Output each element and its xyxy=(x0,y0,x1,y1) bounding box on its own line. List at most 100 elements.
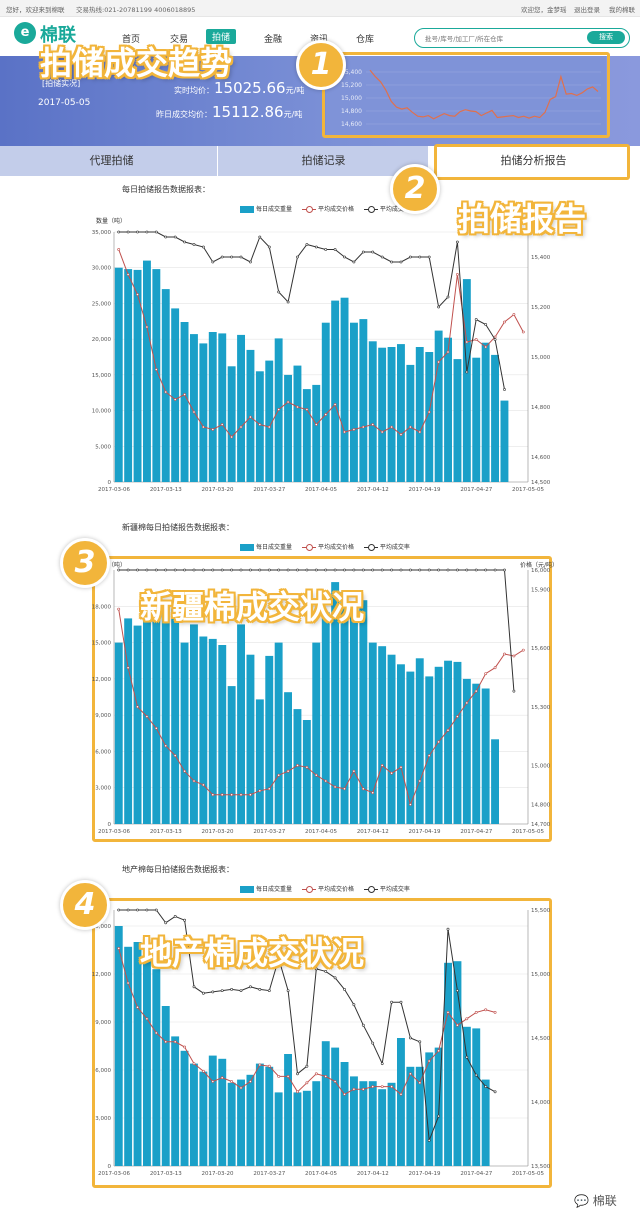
rate-point xyxy=(399,1000,403,1004)
bar xyxy=(425,352,434,482)
bar xyxy=(406,364,415,482)
x-tick-label: 2017-04-19 xyxy=(409,1171,441,1177)
yesterday-price: 昨日成交均价：15112.86元/吨 xyxy=(156,102,302,121)
bar xyxy=(500,400,509,482)
nav-item-finance[interactable]: 金融 xyxy=(264,35,283,45)
user-link[interactable]: 欢迎您，金梦瑶 xyxy=(521,6,567,14)
price-point xyxy=(399,1092,403,1096)
logout-link[interactable]: 退出登录 xyxy=(574,6,600,14)
x-tick-label: 2017-03-06 xyxy=(98,487,130,493)
mini-trend-chart: 15,400 15,200 15,000 14,800 14,600 xyxy=(326,56,606,136)
rate-point xyxy=(296,1072,299,1076)
my-account-link[interactable]: 我的棉联 xyxy=(609,6,635,14)
nav-item-home[interactable]: 首页 xyxy=(122,35,141,45)
rate-point xyxy=(446,568,450,572)
rate-point xyxy=(248,260,252,264)
price-point xyxy=(352,769,356,773)
bar xyxy=(453,961,462,1166)
bar xyxy=(444,337,452,482)
rate-point xyxy=(399,260,403,264)
mini-chart-bg xyxy=(326,56,606,136)
rate-point xyxy=(277,290,281,294)
rate-point xyxy=(446,927,450,931)
bar xyxy=(472,683,481,824)
price-point xyxy=(390,771,394,775)
price-point xyxy=(286,1074,290,1078)
price-point xyxy=(324,1074,328,1078)
bar xyxy=(255,1063,264,1166)
rate-point xyxy=(418,568,422,572)
search-input[interactable] xyxy=(423,31,577,46)
bar xyxy=(293,1092,302,1166)
price-point xyxy=(408,803,412,806)
bar xyxy=(462,279,471,482)
bar xyxy=(124,269,133,482)
price-point xyxy=(202,1069,205,1073)
price-point xyxy=(258,789,262,793)
rate-point xyxy=(192,985,196,989)
tab-analysis-report[interactable]: 拍储分析报告 xyxy=(428,146,640,176)
bar xyxy=(133,269,142,482)
bar xyxy=(227,686,236,824)
nav-item-auction[interactable]: 拍储 xyxy=(206,29,237,44)
bar xyxy=(415,347,424,482)
search-button[interactable]: 搜索 xyxy=(587,31,625,44)
brand-name[interactable]: 棉联 xyxy=(40,25,76,46)
rate-point xyxy=(493,568,497,572)
price-point xyxy=(465,701,469,705)
rate-point xyxy=(371,568,375,572)
rate-point xyxy=(286,300,290,304)
price-point xyxy=(474,689,478,693)
y-tick-label: 35,000 xyxy=(92,230,112,236)
bar xyxy=(246,654,255,824)
y2-tick-label: 15,000 xyxy=(531,355,551,361)
y-tick-label: 0 xyxy=(108,822,112,828)
bar xyxy=(312,1081,321,1166)
x-tick-label: 2017-03-13 xyxy=(150,1171,182,1177)
x-tick-label: 2017-04-27 xyxy=(460,1171,492,1177)
bar xyxy=(152,269,161,482)
y2-tick-label: 13,500 xyxy=(531,1164,551,1170)
realtime-label: 实时均价： xyxy=(174,86,214,95)
rate-point xyxy=(239,255,243,259)
price-point xyxy=(211,793,215,797)
rate-point xyxy=(239,568,243,572)
rate-point xyxy=(333,976,337,980)
logo-icon[interactable]: e xyxy=(14,22,36,44)
y-tick-label: 6,000 xyxy=(95,1068,111,1074)
price-point xyxy=(173,754,177,758)
price-point xyxy=(267,787,271,791)
nav-item-warehouse[interactable]: 仓库 xyxy=(356,35,375,45)
price-point xyxy=(286,400,290,404)
mini-tick-label: 14,800 xyxy=(341,108,362,115)
bar xyxy=(255,371,264,482)
price-point xyxy=(183,1045,187,1049)
rate-point xyxy=(390,568,394,572)
rate-point xyxy=(173,235,177,239)
bar xyxy=(425,676,434,824)
price-point xyxy=(371,1085,375,1089)
legend-price-label: 平均成交价格 xyxy=(317,206,354,213)
rate-point xyxy=(192,243,196,246)
price-point xyxy=(343,787,346,791)
price-point xyxy=(296,1090,299,1094)
tab-agent-auction[interactable]: 代理拍储 xyxy=(6,146,218,176)
rate-point xyxy=(183,918,187,922)
rate-point xyxy=(484,568,488,572)
y2-tick-label: 15,900 xyxy=(531,588,551,594)
price-point xyxy=(446,728,450,732)
bar xyxy=(453,661,462,824)
hotline-text: 交易热线:021-20781199 4006018895 xyxy=(76,6,196,14)
rate-point xyxy=(512,689,516,693)
bar xyxy=(406,1066,415,1166)
x-tick-label: 2017-03-27 xyxy=(253,487,285,493)
chart2-y2label: 价格（元/吨） xyxy=(520,562,559,569)
mini-tick-label: 15,400 xyxy=(341,69,362,76)
nav-item-trade[interactable]: 交易 xyxy=(170,35,189,45)
price-point xyxy=(455,715,459,718)
rate-point xyxy=(277,568,281,572)
callout-number-1: 1 xyxy=(296,40,346,90)
rate-point xyxy=(126,568,130,572)
price-point xyxy=(390,1085,394,1089)
bar xyxy=(237,334,245,482)
